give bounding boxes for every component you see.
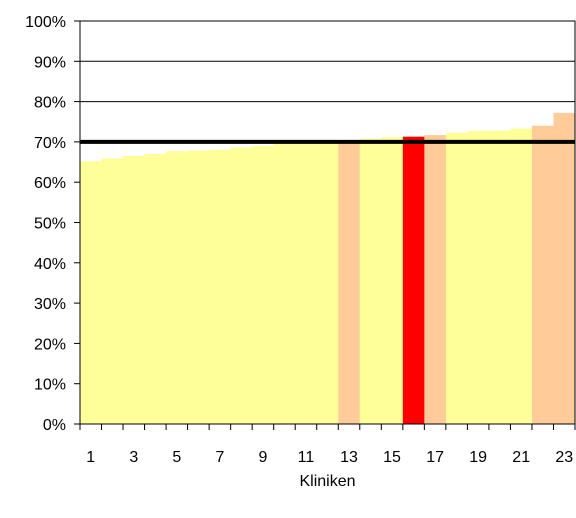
y-tick-label: 0% — [43, 417, 66, 434]
x-tick-label: 13 — [340, 449, 358, 466]
x-tick-label: 9 — [258, 449, 267, 466]
x-axis-ticks: 1 3 5 7 9 11 13 15 17 19 21 23 — [79, 424, 576, 466]
bar-klinik-20 — [488, 130, 511, 424]
x-tick-label: 21 — [512, 449, 530, 466]
bar-klinik-7 — [209, 149, 232, 424]
y-tick-label: 80% — [34, 95, 66, 112]
bar-klinik-4 — [144, 153, 167, 425]
bar-klinik-2 — [101, 158, 124, 424]
x-tick-label: 11 — [298, 449, 315, 466]
y-tick-label: 50% — [34, 216, 66, 233]
bar-klinik-18 — [445, 132, 468, 425]
bar-klinik-16 — [402, 136, 425, 424]
bar-klinik-14 — [359, 138, 382, 424]
x-tick-label: 7 — [215, 449, 224, 466]
y-tick-label: 40% — [34, 256, 66, 273]
bar-klinik-10 — [273, 143, 296, 424]
bar-klinik-1 — [80, 161, 102, 424]
y-tick-label: 60% — [34, 175, 66, 192]
y-tick-label: 70% — [34, 135, 66, 152]
x-tick-label: 1 — [86, 449, 95, 466]
bar-klinik-17 — [424, 135, 447, 424]
bar-klinik-13 — [338, 140, 361, 424]
y-tick-label: 100% — [25, 14, 66, 31]
bar-klinik-22 — [531, 125, 554, 424]
y-tick-label: 20% — [34, 336, 66, 353]
bar-klinik-9 — [252, 145, 275, 424]
bar-klinik-6 — [187, 150, 210, 424]
bar-klinik-5 — [166, 151, 189, 424]
x-tick-label: 23 — [555, 449, 573, 466]
x-tick-label: 3 — [129, 449, 138, 466]
x-tick-label: 5 — [172, 449, 181, 466]
x-axis-title: Kliniken — [299, 473, 355, 490]
x-tick-label: 15 — [383, 449, 401, 466]
x-tick-label: 17 — [426, 449, 444, 466]
y-tick-label: 90% — [34, 54, 66, 71]
bar-klinik-21 — [510, 128, 533, 424]
y-axis-ticks: 0% 10% 20% 30% 40% 50% 60% 70% 80% 90% 100% — [25, 14, 80, 434]
bar-klinik-12 — [316, 141, 339, 424]
bar-klinik-15 — [381, 137, 404, 424]
bar-klinik-11 — [295, 142, 318, 424]
y-tick-label: 30% — [34, 296, 66, 313]
bar-klinik-19 — [467, 131, 490, 425]
bar-klinik-3 — [123, 156, 145, 424]
bar-klinik-23 — [553, 112, 576, 424]
bars — [80, 112, 576, 425]
y-tick-label: 10% — [34, 377, 66, 394]
x-tick-label: 19 — [469, 449, 487, 466]
bar-klinik-8 — [230, 147, 253, 425]
